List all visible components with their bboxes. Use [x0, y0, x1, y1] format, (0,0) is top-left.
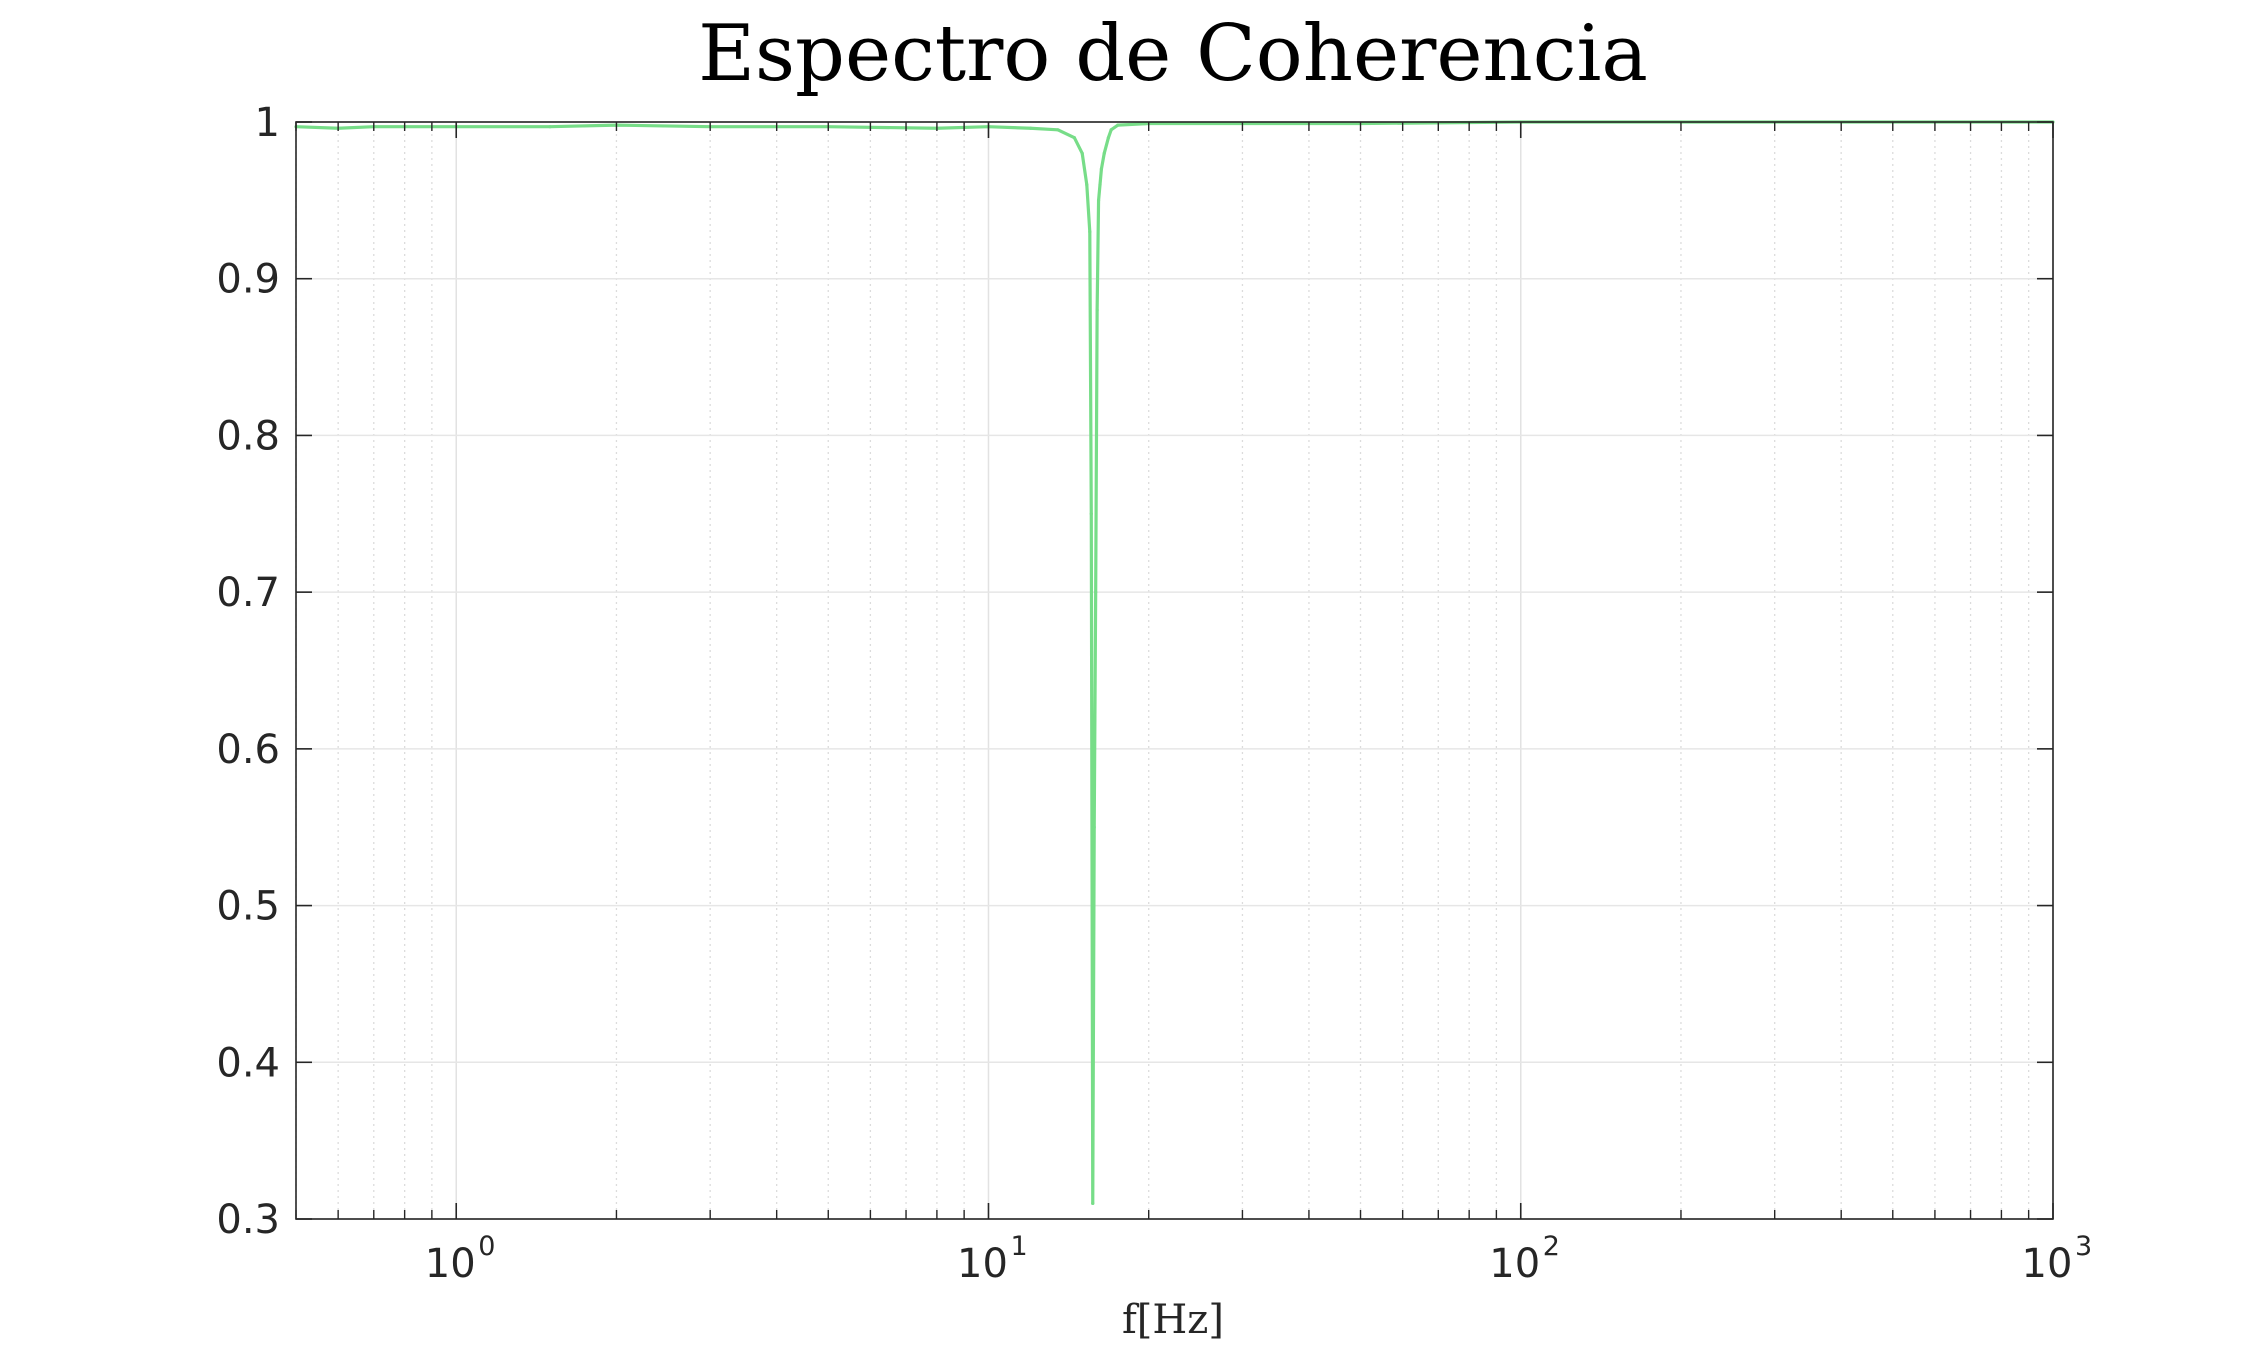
plot-border [295, 121, 2054, 1220]
data-point [1106, 136, 1111, 140]
data-point [1085, 183, 1089, 187]
y-tick-label: 0.4 [216, 1040, 280, 1086]
data-point [1116, 123, 1120, 127]
data-point [1080, 151, 1084, 155]
y-tick-label: 0.3 [216, 1197, 280, 1243]
plot-area [296, 122, 2053, 1219]
data-point [1098, 183, 1102, 187]
y-tick-label: 0.8 [216, 413, 280, 459]
data-point [1092, 825, 1096, 829]
data-point [1095, 308, 1099, 312]
x-tick-label: 10 [957, 1241, 1008, 1287]
data-point [1088, 230, 1092, 234]
y-tick-label: 0.5 [216, 884, 280, 930]
data-point [1094, 590, 1098, 594]
data-point [548, 125, 552, 129]
y-tick-label: 0.7 [216, 570, 280, 616]
chart-title: Espectro de Coherencia [698, 9, 1648, 99]
x-tick-exponent: 0 [478, 1231, 495, 1262]
x-tick-exponent: 2 [1543, 1231, 1560, 1262]
data-point [1096, 198, 1101, 202]
data-point [1099, 167, 1104, 171]
data-point [1109, 128, 1113, 132]
x-tick-label: 10 [425, 1241, 476, 1287]
y-tick-label: 0.6 [216, 727, 280, 773]
data-point [1089, 512, 1093, 516]
x-tick-exponent: 1 [1010, 1231, 1027, 1262]
data-point [1102, 151, 1106, 155]
y-tick-label: 0.9 [216, 257, 280, 303]
x-axis-label: f[Hz] [1122, 1297, 1224, 1343]
series-line [295, 120, 2053, 1205]
data-point [1056, 128, 1060, 132]
x-tick-label: 10 [1489, 1241, 1540, 1287]
y-tick-label: 1 [255, 100, 280, 146]
ticks: 10 0 10 1 10 2 10 30.30.40.50.60.70.80.91 [216, 100, 2092, 1287]
x-tick-label: 10 [2022, 1241, 2073, 1287]
data-point [1029, 126, 1033, 130]
data-point [1091, 1201, 1095, 1205]
x-tick-exponent: 3 [2075, 1231, 2092, 1262]
data-point [1072, 136, 1076, 140]
